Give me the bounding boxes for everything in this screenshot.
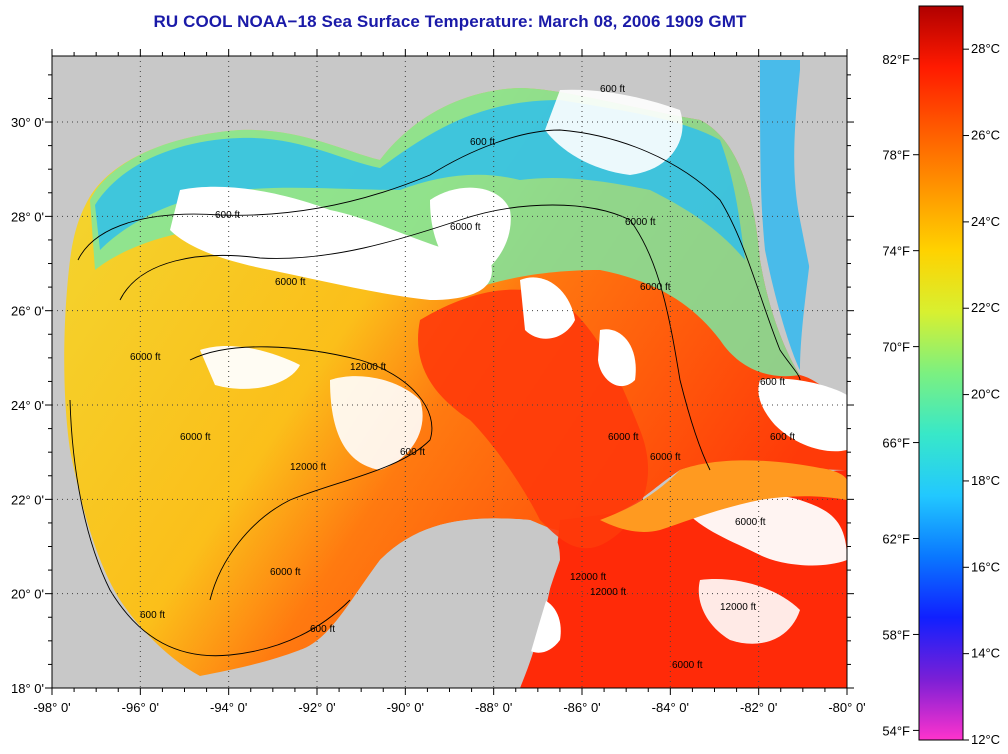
lon-tick-label: -82° 0' [740,700,777,715]
lon-tick-label: -86° 0' [563,700,600,715]
lat-tick-label: 24° 0' [11,398,44,413]
contour-depth-label: 600 ft [310,624,335,635]
longitude-labels: -98° 0' -96° 0' -94° 0' -92° 0' -90° 0' -88° … [33,700,865,715]
celsius-label: 12°C [971,732,1000,747]
cloud-mask [330,376,423,470]
contour-6000ft [119,204,711,471]
contour-depth-label: 6000 ft [275,277,306,288]
lon-tick-label: -98° 0' [33,700,70,715]
lat-tick-label: 18° 0' [11,681,44,696]
contour-600ft [77,129,801,381]
cloud-mask [758,378,847,452]
latitude-labels: 18° 0' 20° 0' 22° 0' 24° 0' 26° 0' 28° 0' 30° … [11,115,44,696]
yucatan-land [300,518,560,688]
contour-labels: 600 ft 6000 ft 12000 ft 600 ft 6000 ft 12000 … [130,84,795,671]
contour-depth-label: 600 ft [470,137,495,148]
colorbar: 28°C 26°C 24°C 22°C 20°C 18°C 16°C 14°C 12°C [913,5,1000,747]
contour-depth-label: 12000 ft [590,587,626,598]
celsius-label: 16°C [971,559,1000,574]
contour-depth-label: 6000 ft [735,517,766,528]
contour-depth-label: 600 ft [140,610,165,621]
contour-depth-label: 12000 ft [720,602,756,613]
lon-tick-label: -84° 0' [652,700,689,715]
loop-current [418,289,649,549]
cloud-mask [520,277,575,339]
lon-tick-label: -96° 0' [122,700,159,715]
lat-tick-label: 22° 0' [11,492,44,507]
contour-depth-label: 600 ft [770,432,795,443]
contour-600ft-west [69,399,351,657]
map-title: RU COOL NOAA−18 Sea Surface Temperature:… [153,12,747,31]
colorbar-scale [918,5,964,741]
fahrenheit-label: 70°F [882,340,910,355]
fahrenheit-label: 54°F [882,723,910,738]
cloud-mask [698,579,800,644]
contour-depth-label: 12000 ft [570,572,606,583]
contour-depth-label: 6000 ft [608,432,639,443]
contour-depth-label: 6000 ft [180,432,211,443]
contour-depth-label: 6000 ft [672,660,703,671]
sst-map: -98° 0' -96° 0' -94° 0' -92° 0' -90° 0' -88° … [11,49,910,739]
fahrenheit-label: 74°F [882,244,910,259]
celsius-label: 14°C [971,646,1000,661]
fahrenheit-label: 58°F [882,627,910,642]
contour-depth-label: 6000 ft [270,567,301,578]
celsius-label: 18°C [971,473,1000,488]
celsius-label: 28°C [971,41,1000,56]
lat-tick-label: 20° 0' [11,587,44,602]
fahrenheit-label: 82°F [882,52,910,67]
contour-depth-label: 6000 ft [450,222,481,233]
cuba-land [600,460,847,532]
contour-depth-label: 600 ft [760,377,785,388]
celsius-label: 24°C [971,214,1000,229]
lat-tick-label: 30° 0' [11,115,44,130]
contour-depth-label: 12000 ft [350,362,386,373]
lat-tick-label: 26° 0' [11,304,44,319]
contour-depth-label: 6000 ft [640,282,671,293]
contour-depth-label: 600 ft [400,447,425,458]
contour-depth-label: 6000 ft [650,452,681,463]
fahrenheit-labels: 82°F 78°F 74°F 70°F 66°F 62°F 58°F 54°F [882,52,910,739]
florida-land [760,60,847,352]
lon-tick-label: -90° 0' [387,700,424,715]
celsius-label: 26°C [971,128,1000,143]
cloud-mask [598,329,636,387]
cloud-mask [200,345,300,389]
celsius-label: 20°C [971,387,1000,402]
lon-tick-label: -92° 0' [298,700,335,715]
contour-depth-label: 6000 ft [130,352,161,363]
lon-tick-label: -94° 0' [210,700,247,715]
fahrenheit-label: 62°F [882,532,910,547]
contour-depth-label: 600 ft [215,210,240,221]
contour-depth-label: 6000 ft [625,217,656,228]
cloud-mask [680,494,847,566]
lat-tick-label: 28° 0' [11,209,44,224]
contour-12000ft [189,346,433,601]
frame-ticks [45,49,854,695]
cloud-mask [430,187,511,280]
celsius-label: 22°C [971,300,1000,315]
graticule [52,56,847,688]
cloud-mask [545,89,683,175]
lon-tick-label: -88° 0' [475,700,512,715]
fahrenheit-label: 66°F [882,436,910,451]
contour-depth-label: 12000 ft [290,462,326,473]
lon-tick-label: -80° 0' [828,700,865,715]
fahrenheit-label: 78°F [882,148,910,163]
contour-depth-label: 600 ft [600,84,625,95]
